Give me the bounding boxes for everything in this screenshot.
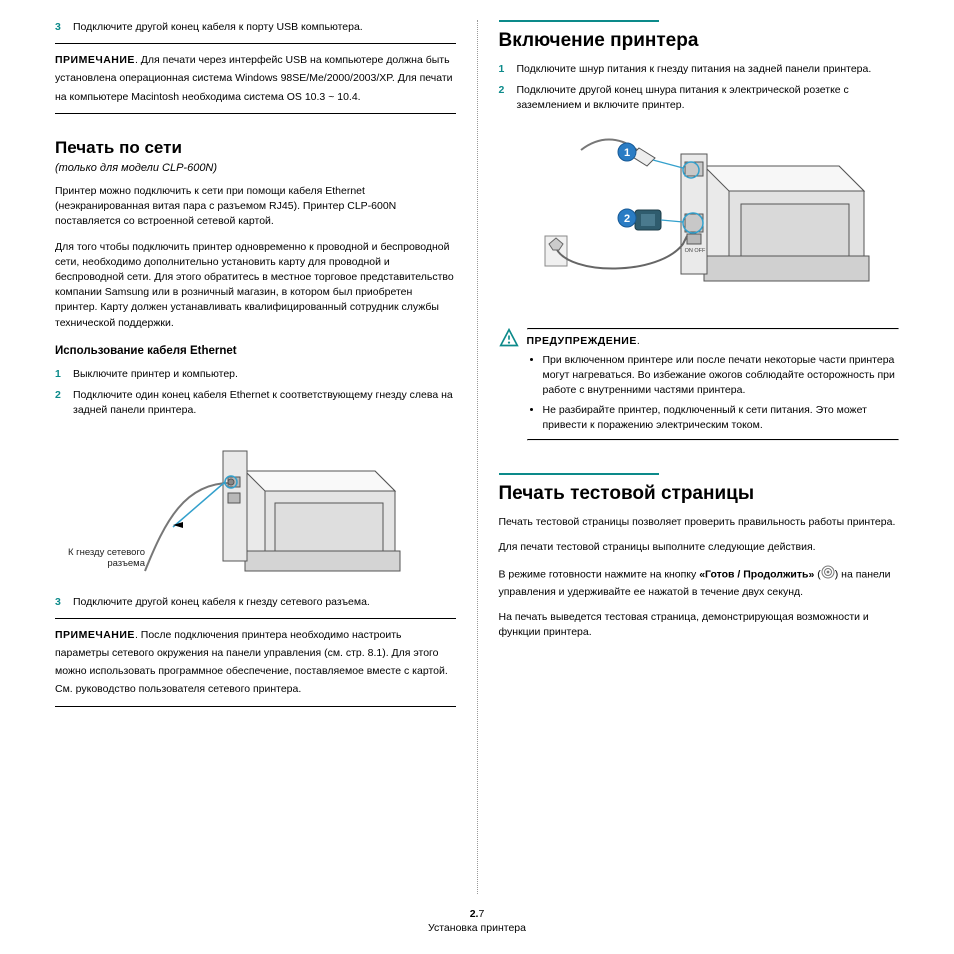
paragraph: Для печати тестовой страницы выполните с… [499,540,900,555]
step-number: 3 [55,20,73,35]
warning-item: Не разбирайте принтер, подключенный к се… [543,403,900,433]
net-step-2: 2 Подключите один конец кабеля Ethernet … [55,388,456,418]
warning-item: При включенном принтере или после печати… [543,353,900,399]
printer-power-svg: ON OFF 1 [519,126,879,316]
on-off-label: ON OFF [684,248,705,254]
net-step-1: 1 Выключите принтер и компьютер. [55,367,456,382]
callout-badge-2: 2 [624,213,630,225]
page-number-minor: 7 [478,908,484,920]
model-subtitle: (только для модели CLP-600N) [55,162,456,174]
rule [55,706,456,707]
chapter-title: Установка принтера [0,921,954,936]
paragraph: Для того чтобы подключить принтер одновр… [55,240,456,331]
paragraph-with-button: В режиме готовности нажмите на кнопку «Г… [499,565,900,599]
ethernet-illustration [55,431,456,601]
ready-continue-button-name: «Готов / Продолжить» [699,569,814,581]
step-text: Подключите другой конец кабеля к гнезду … [73,595,456,610]
text-fragment: В режиме готовности нажмите на кнопку [499,569,700,581]
net-step-3: 3 Подключите другой конец кабеля к гнезд… [55,595,456,610]
rule [55,113,456,114]
right-column: Включение принтера 1 Подключите шнур пит… [484,20,915,894]
warning-label: ПРЕДУПРЕЖДЕНИЕ [527,335,637,347]
step-number: 2 [499,83,517,113]
step-number: 1 [55,367,73,382]
step-number: 1 [499,62,517,77]
heading-network-print: Печать по сети [55,138,456,158]
section-marker-icon [499,20,659,22]
paragraph: Принтер можно подключить к сети при помо… [55,184,456,230]
note-label: ПРИМЕЧАНИЕ [55,54,135,66]
rule [527,328,900,330]
warning-block: ПРЕДУПРЕЖДЕНИЕ. При включенном принтере … [499,328,900,445]
note-block-2: ПРИМЕЧАНИЕ. После подключения принтера н… [55,625,456,698]
rule [55,43,456,44]
warning-body: ПРЕДУПРЕЖДЕНИЕ. При включенном принтере … [527,328,900,445]
power-illustration: ON OFF 1 [499,126,900,316]
step-text: Подключите другой конец шнура питания к … [517,83,900,113]
left-column: 3 Подключите другой конец кабеля к порту… [40,20,471,894]
ready-button-icon [821,565,835,584]
paragraph: Печать тестовой страницы позволяет прове… [499,515,900,530]
step-text: Выключите принтер и компьютер. [73,367,456,382]
step-number: 2 [55,388,73,418]
heading-power-on: Включение принтера [499,30,900,52]
paragraph: На печать выведется тестовая страница, д… [499,610,900,640]
step-3: 3 Подключите другой конец кабеля к порту… [55,20,456,35]
step-text: Подключите другой конец кабеля к порту U… [73,20,456,35]
rule [55,618,456,619]
printer-ethernet-svg [95,431,415,601]
ethernet-callout-label: К гнезду сетевого разъема [55,547,145,569]
heading-ethernet: Использование кабеля Ethernet [55,345,456,357]
note-block: ПРИМЕЧАНИЕ. Для печати через интерфейс U… [55,50,456,105]
step-text: Подключите шнур питания к гнезду питания… [517,62,900,77]
warning-icon [499,328,519,348]
step-number: 3 [55,595,73,610]
section-marker-icon [499,473,659,475]
note-label: ПРИМЕЧАНИЕ [55,629,135,641]
page-footer: 2.7 Установка принтера [0,907,954,936]
power-step-2: 2 Подключите другой конец шнура питания … [499,83,900,113]
step-text: Подключите один конец кабеля Ethernet к … [73,388,456,418]
power-step-1: 1 Подключите шнур питания к гнезду питан… [499,62,900,77]
callout-badge-1: 1 [624,147,630,159]
column-divider [477,20,478,894]
heading-test-page: Печать тестовой страницы [499,483,900,505]
rule [527,439,900,441]
page-content: 3 Подключите другой конец кабеля к порту… [0,0,954,954]
